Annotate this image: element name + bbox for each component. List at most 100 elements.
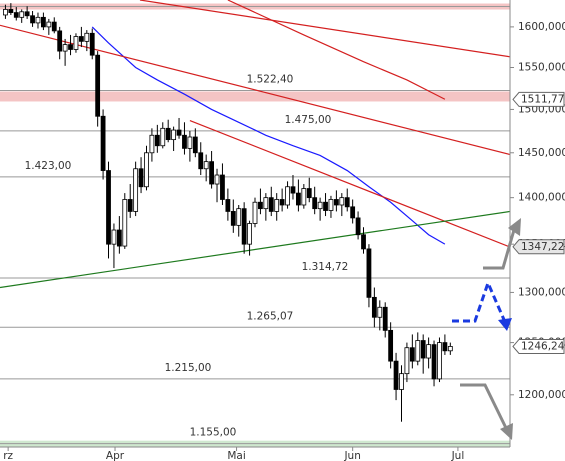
candle-body xyxy=(296,192,301,206)
candle-body xyxy=(263,197,269,210)
level-label: 1.215,00 xyxy=(165,362,212,374)
candle-body xyxy=(144,152,149,188)
price-box xyxy=(512,338,565,354)
candle-body xyxy=(437,342,442,380)
candle-body xyxy=(192,136,198,154)
candle-body xyxy=(323,201,328,211)
dashed-arrow xyxy=(452,278,507,323)
candle-body xyxy=(399,373,404,390)
up-arrowhead xyxy=(508,218,521,236)
candle-body xyxy=(133,168,139,212)
level-label: 1.522,40 xyxy=(247,73,294,85)
candle-body xyxy=(127,199,133,212)
candle-body xyxy=(122,199,128,247)
candle-body xyxy=(187,136,193,149)
down-arrow xyxy=(460,383,508,429)
candle-body xyxy=(220,174,225,200)
candle-body xyxy=(24,11,30,17)
x-tick-label: Jul xyxy=(451,450,465,461)
candle-body xyxy=(203,161,209,170)
level-label: 1.475,00 xyxy=(285,114,332,126)
candle-body xyxy=(84,32,90,42)
candle-body xyxy=(57,30,63,52)
level-label: 1.155,00 xyxy=(190,427,237,439)
candle-body xyxy=(78,36,84,42)
candle-body xyxy=(442,342,448,352)
candle-body xyxy=(426,344,432,359)
candle-body xyxy=(182,134,187,149)
candle-body xyxy=(382,306,388,331)
level-label: 1.625,68 xyxy=(102,0,149,2)
y-tick-label: 1450,000 xyxy=(518,147,565,159)
candle-body xyxy=(230,211,236,226)
up-arrow xyxy=(483,229,516,270)
candle-body xyxy=(3,9,8,16)
x-tick-label: Mai xyxy=(227,450,245,461)
level-label: 1.423,00 xyxy=(25,160,72,172)
candle-body xyxy=(258,201,263,210)
candle-body xyxy=(279,199,285,206)
candle-body xyxy=(339,197,345,206)
candle-body xyxy=(160,127,166,147)
candle-body xyxy=(306,188,312,199)
candle-body xyxy=(377,306,383,318)
candle-body xyxy=(198,152,204,170)
candle-body xyxy=(13,12,19,18)
candle-body xyxy=(415,340,421,362)
candle-body xyxy=(290,186,296,194)
y-tick-label: 1300,000 xyxy=(518,286,565,298)
candle-body xyxy=(447,346,453,352)
candle-body xyxy=(19,11,25,18)
candle-body xyxy=(35,16,41,24)
x-tick-label: Jun xyxy=(343,450,360,461)
candle-body xyxy=(73,36,79,50)
candle-body xyxy=(95,54,101,117)
candle-body xyxy=(41,16,46,28)
candle-body xyxy=(68,44,73,50)
candle-body xyxy=(209,161,214,185)
candle-body xyxy=(106,170,111,245)
trend-line xyxy=(0,210,511,289)
candle-body xyxy=(111,229,117,245)
candle-body xyxy=(274,199,280,212)
trend-line xyxy=(189,120,511,248)
candle-body xyxy=(301,188,307,206)
y-tick-label: 1550,000 xyxy=(518,61,565,73)
candle-body xyxy=(355,217,361,236)
trend-line xyxy=(139,0,511,58)
candle-body xyxy=(30,15,35,24)
y-tick-label: 1600,000 xyxy=(518,21,565,33)
candle-body xyxy=(176,129,182,136)
level-zone xyxy=(0,91,510,102)
trend-line xyxy=(0,24,511,156)
trend-line xyxy=(227,0,446,100)
candle-body xyxy=(241,208,247,245)
candle-body xyxy=(252,201,258,224)
candle-body xyxy=(51,21,57,32)
level-label: 1.265,07 xyxy=(247,310,294,322)
projection-arrows xyxy=(460,229,516,429)
candle-body xyxy=(371,296,377,318)
level-label: 1.314,72 xyxy=(302,261,349,273)
candle-body xyxy=(317,201,323,210)
candle-body xyxy=(388,329,394,362)
trend-line xyxy=(91,26,446,245)
price-label: 1347,22 xyxy=(521,241,564,253)
candle-body xyxy=(89,32,95,56)
x-tick-label: rz xyxy=(3,450,13,461)
candle-body xyxy=(431,344,437,380)
y-tick-label: 1400,000 xyxy=(518,192,565,204)
down-arrowhead xyxy=(500,423,513,440)
candle-body xyxy=(366,248,372,298)
candle-body xyxy=(62,44,68,52)
candle-body xyxy=(171,129,177,141)
candle-body xyxy=(236,208,242,226)
candle-body xyxy=(8,9,14,13)
candle-body xyxy=(165,127,171,141)
candle-body xyxy=(285,186,290,206)
y-tick-label: 1200,000 xyxy=(518,389,565,401)
candle-body xyxy=(350,206,356,219)
candle-body xyxy=(225,199,231,212)
